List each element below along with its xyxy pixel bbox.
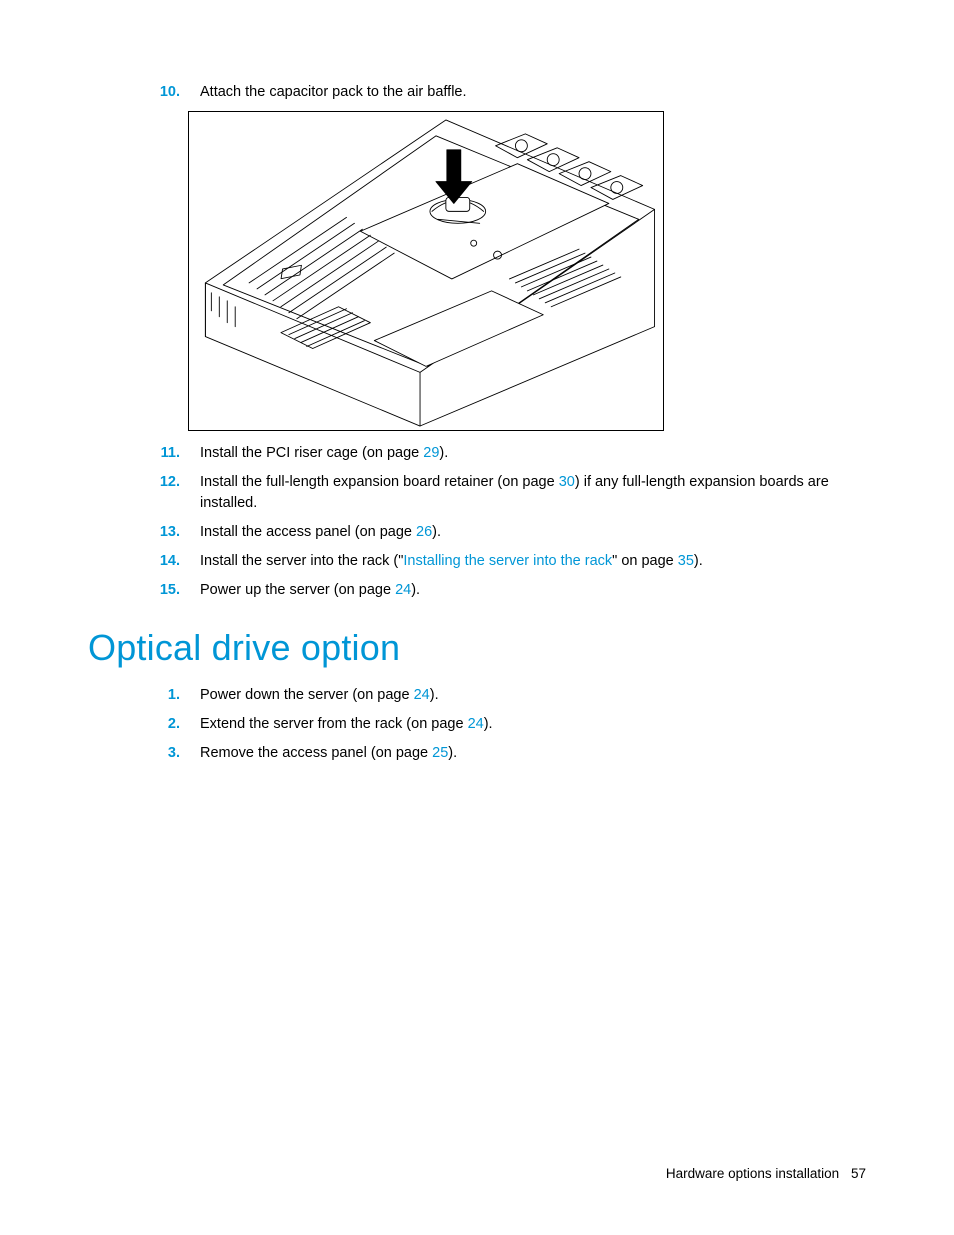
page-footer: Hardware options installation 57 xyxy=(666,1166,866,1181)
footer-page-number: 57 xyxy=(851,1166,866,1181)
step-number: 15. xyxy=(150,580,186,601)
step-list-bottom: 1.Power down the server (on page 24).2.E… xyxy=(150,685,866,764)
step-item: 2.Extend the server from the rack (on pa… xyxy=(150,714,866,735)
text-run: Install the full-length expansion board … xyxy=(200,474,559,490)
text-run: ). xyxy=(430,687,439,703)
step-item: 1.Power down the server (on page 24). xyxy=(150,685,866,706)
page-reference-link[interactable]: 30 xyxy=(559,474,575,490)
step-list-top: 10. Attach the capacitor pack to the air … xyxy=(150,82,866,103)
text-run: Power up the server (on page xyxy=(200,582,395,598)
text-run: ). xyxy=(432,524,441,540)
step-item: 14.Install the server into the rack ("In… xyxy=(150,551,866,572)
step-item: 15.Power up the server (on page 24). xyxy=(150,580,866,601)
text-run: Extend the server from the rack (on page xyxy=(200,716,468,732)
text-run: ). xyxy=(484,716,493,732)
step-text: Extend the server from the rack (on page… xyxy=(186,714,866,735)
page-reference-link[interactable]: 26 xyxy=(416,524,432,540)
step-number: 13. xyxy=(150,522,186,543)
page-reference-link[interactable]: 35 xyxy=(678,553,694,569)
page-reference-link[interactable]: 25 xyxy=(432,745,448,761)
step-number: 2. xyxy=(150,714,186,735)
step-item: 12. Install the full-length expansion boa… xyxy=(150,472,866,514)
step-number: 10. xyxy=(150,82,186,103)
text-run: ). xyxy=(439,445,448,461)
step-text: Install the full-length expansion board … xyxy=(186,472,866,514)
step-number: 14. xyxy=(150,551,186,572)
text-run: Install the PCI riser cage (on page xyxy=(200,445,423,461)
steps-after-diagram: 11.Install the PCI riser cage (on page 2… xyxy=(88,443,866,601)
steps-before-diagram: 10. Attach the capacitor pack to the air … xyxy=(88,82,866,103)
page-reference-link[interactable]: Installing the server into the rack xyxy=(403,553,612,569)
text-run: Install the server into the rack (" xyxy=(200,553,403,569)
step-text: Power down the server (on page 24). xyxy=(186,685,866,706)
page-reference-link[interactable]: 29 xyxy=(423,445,439,461)
text-run: Attach the capacitor pack to the air baf… xyxy=(200,84,467,100)
step-text: Install the server into the rack ("Insta… xyxy=(186,551,866,572)
steps-optical-drive: 1.Power down the server (on page 24).2.E… xyxy=(88,685,866,764)
step-text: Install the access panel (on page 26). xyxy=(186,522,866,543)
step-text: Remove the access panel (on page 25). xyxy=(186,743,866,764)
footer-section-name: Hardware options installation xyxy=(666,1166,839,1181)
text-run: " on page xyxy=(612,553,678,569)
step-item: 13.Install the access panel (on page 26)… xyxy=(150,522,866,543)
server-isometric-illustration xyxy=(189,112,663,430)
step-item: 11.Install the PCI riser cage (on page 2… xyxy=(150,443,866,464)
text-run: ). xyxy=(411,582,420,598)
step-text: Attach the capacitor pack to the air baf… xyxy=(186,82,866,103)
step-number: 12. xyxy=(150,472,186,493)
page: 10. Attach the capacitor pack to the air … xyxy=(0,0,954,1235)
page-reference-link[interactable]: 24 xyxy=(414,687,430,703)
step-number: 11. xyxy=(150,443,186,464)
text-run: Install the access panel (on page xyxy=(200,524,416,540)
text-run: ). xyxy=(448,745,457,761)
text-run: ). xyxy=(694,553,703,569)
page-reference-link[interactable]: 24 xyxy=(468,716,484,732)
step-item: 10. Attach the capacitor pack to the air … xyxy=(150,82,866,103)
section-heading: Optical drive option xyxy=(88,627,866,669)
step-number: 3. xyxy=(150,743,186,764)
step-list-mid: 11.Install the PCI riser cage (on page 2… xyxy=(150,443,866,601)
text-run: Remove the access panel (on page xyxy=(200,745,432,761)
step-item: 3.Remove the access panel (on page 25). xyxy=(150,743,866,764)
page-reference-link[interactable]: 24 xyxy=(395,582,411,598)
step-number: 1. xyxy=(150,685,186,706)
server-diagram xyxy=(188,111,664,431)
text-run: Power down the server (on page xyxy=(200,687,414,703)
step-text: Power up the server (on page 24). xyxy=(186,580,866,601)
step-text: Install the PCI riser cage (on page 29). xyxy=(186,443,866,464)
